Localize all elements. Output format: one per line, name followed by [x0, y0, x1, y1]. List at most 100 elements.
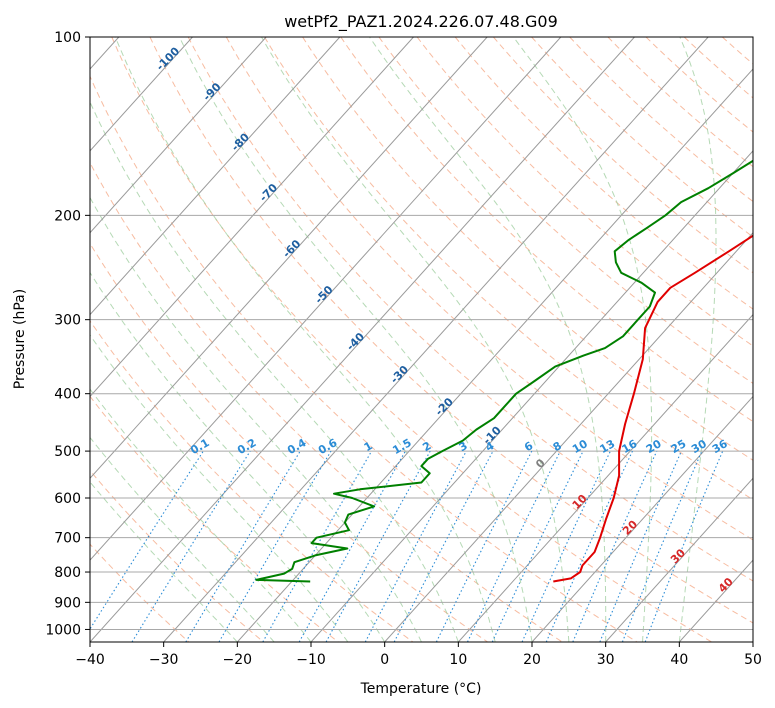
- moist-adiabat-line: [90, 271, 386, 642]
- mixing-ratio-line: [491, 450, 584, 642]
- isotherm-label-warm: 10: [570, 492, 590, 512]
- dry-adiabat-line: [90, 161, 563, 642]
- dry-adiabat-line: [90, 75, 638, 642]
- isotherm-label: -100: [154, 44, 183, 73]
- dry-adiabat-line: [90, 320, 414, 642]
- dry-adiabat-line: [531, 37, 753, 238]
- dry-adiabat-line: [569, 37, 753, 203]
- isotherm-label: -30: [388, 363, 411, 386]
- mixing-ratio-line: [545, 450, 633, 642]
- axes: −40 −30 −20 −10 0 10 20 30 40 50 100 200 300 400 500 60…: [45, 30, 762, 668]
- isotherm-line: [752, 641, 753, 642]
- y-tick-label: 400: [54, 387, 81, 403]
- moist-adiabat-line: [261, 37, 570, 642]
- x-tick-label: −30: [149, 652, 179, 668]
- isotherm-line: [310, 150, 753, 642]
- mixing-ratio-label: 36: [710, 437, 730, 456]
- x-tick-label: 0: [380, 652, 389, 668]
- isotherm-line: [90, 37, 414, 398]
- moist-adiabat-line: [90, 481, 238, 642]
- x-tick-label: −40: [75, 652, 105, 668]
- y-axis-label: Pressure (hPa): [12, 289, 28, 389]
- mixing-ratio-label: 30: [689, 437, 709, 456]
- isotherm-label: -50: [312, 283, 335, 306]
- isotherm-line: [384, 231, 753, 642]
- isotherm-label-warm: 40: [716, 575, 736, 595]
- isotherm-line: [90, 37, 635, 642]
- y-tick-label: 200: [54, 208, 81, 224]
- mixing-ratio-line: [621, 450, 703, 642]
- isotherm-line: [90, 37, 267, 234]
- isotherm-label-warm: 30: [668, 546, 688, 566]
- mixing-ratio-line: [90, 450, 204, 631]
- dry-adiabat-line: [187, 37, 753, 582]
- mixing-ratio-label: 0.6: [316, 436, 340, 457]
- moist-adiabat-line: [90, 388, 312, 642]
- dry-adiabat-line: [378, 37, 753, 384]
- dry-adiabat-line: [111, 37, 712, 642]
- temperature-profile-line: [553, 234, 753, 583]
- mixing-ratio-line: [262, 450, 373, 642]
- y-tick-label: 300: [54, 313, 81, 329]
- plot-frame: [89, 36, 754, 643]
- x-tick-label: 50: [744, 652, 762, 668]
- mixing-ratio-label: 13: [598, 437, 618, 456]
- mixing-ratio-label: 0.1: [188, 436, 211, 457]
- mixing-ratio-label: 10: [570, 437, 590, 456]
- mixing-ratio-label: 0.4: [285, 436, 309, 457]
- mixing-ratio-line: [435, 450, 533, 642]
- isotherm-line: [90, 37, 193, 152]
- dewpoint-profile-line: [255, 159, 753, 583]
- mixing-ratio-line: [298, 450, 406, 642]
- mixing-ratio-line: [131, 450, 251, 642]
- x-tick-label: 20: [523, 652, 541, 668]
- moist-adiabat-line: [114, 37, 496, 642]
- isotherm-line: [163, 37, 709, 642]
- x-tick-label: −20: [223, 652, 253, 668]
- dry-adiabat-line: [90, 469, 264, 642]
- moist-adiabat-line: [678, 37, 717, 642]
- isotherm-line: [236, 68, 753, 642]
- dry-adiabat-line: [90, 395, 339, 642]
- mixing-ratio-line: [467, 450, 561, 642]
- isotherm-line: [90, 37, 562, 561]
- plot-area: 0.1 0.2 0.4 0.6 1 1.5 2 3 4 6 8 10 13 16 20 25 30 36-100-…: [90, 37, 753, 642]
- chart-title: wetPf2_PAZ1.2024.226.07.48.G09: [284, 12, 558, 32]
- isotherm-line: [605, 477, 753, 642]
- moist-adiabat-line: [512, 37, 653, 642]
- mixing-ratio-line: [572, 450, 658, 642]
- moist-adiabat-line: [90, 334, 349, 642]
- y-tick-label: 900: [54, 595, 81, 611]
- isotherm-label: -40: [344, 330, 367, 353]
- dry-adiabat-line: [90, 543, 190, 642]
- dry-adiabat-line: [225, 37, 753, 541]
- mixing-ratio-line: [325, 450, 431, 642]
- x-tick-label: 10: [449, 652, 467, 668]
- isotherm-label: -90: [200, 80, 223, 103]
- moist-adiabat-line: [178, 37, 533, 642]
- mixing-ratio-label: 20: [644, 437, 664, 456]
- x-tick-label: 40: [670, 652, 688, 668]
- y-tick-label: 700: [54, 531, 81, 547]
- dry-adiabat-line: [90, 242, 488, 642]
- moist-adiabat-line: [369, 37, 607, 642]
- isotherm-label-warm: 20: [620, 517, 640, 537]
- dry-adiabat-line: [454, 37, 753, 310]
- mixing-ratio-line: [599, 450, 682, 642]
- x-tick-label: −10: [296, 652, 326, 668]
- x-axis-label: Temperature (°C): [360, 681, 482, 697]
- moist-adiabat-line: [90, 436, 275, 642]
- isotherm-line: [90, 37, 341, 316]
- isotherm-line: [531, 395, 753, 642]
- dry-adiabat-line: [607, 37, 753, 168]
- x-tick-label: 30: [597, 652, 615, 668]
- isotherm-label: -80: [229, 130, 252, 153]
- dry-adiabat-line: [645, 37, 753, 133]
- y-tick-label: 500: [54, 444, 81, 460]
- dry-adiabat-line: [302, 37, 753, 461]
- mixing-ratio-line: [364, 450, 467, 642]
- mixing-ratio-label: 0.2: [235, 436, 258, 457]
- dry-adiabat-line: [340, 37, 753, 423]
- y-tick-label: 100: [54, 30, 81, 46]
